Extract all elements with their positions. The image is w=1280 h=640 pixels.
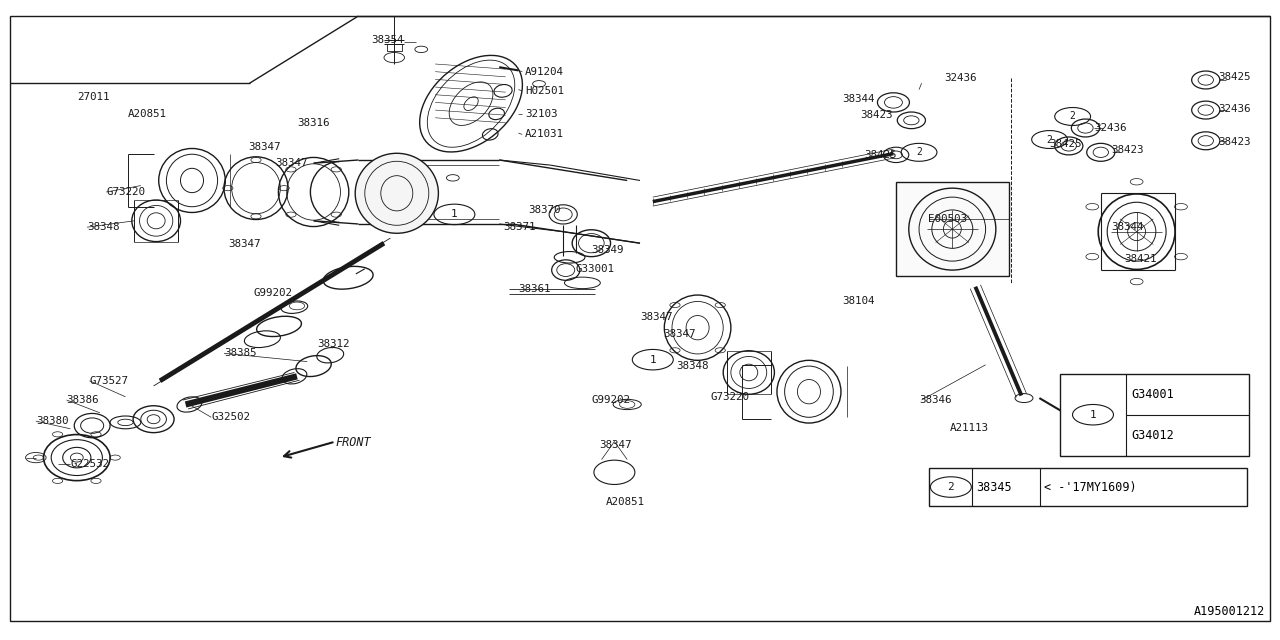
Text: 38346: 38346 <box>919 395 951 405</box>
Text: A195001212: A195001212 <box>1193 605 1265 618</box>
Text: 2: 2 <box>916 147 922 157</box>
Text: FRONT: FRONT <box>335 436 371 449</box>
Text: G73220: G73220 <box>106 187 145 197</box>
Text: G73220: G73220 <box>710 392 749 402</box>
Text: A21031: A21031 <box>525 129 563 140</box>
Text: 38312: 38312 <box>317 339 349 349</box>
Text: 38361: 38361 <box>518 284 550 294</box>
Text: G34012: G34012 <box>1132 429 1175 442</box>
Text: 38380: 38380 <box>36 416 68 426</box>
Text: 38347: 38347 <box>228 239 260 250</box>
Bar <box>929 468 1247 506</box>
Text: 1: 1 <box>1089 410 1097 420</box>
Text: 32436: 32436 <box>1094 123 1126 133</box>
Text: 38423: 38423 <box>1219 137 1251 147</box>
Text: 32103: 32103 <box>525 109 557 119</box>
Text: G99202: G99202 <box>591 395 630 405</box>
Text: 38347: 38347 <box>599 440 631 450</box>
Text: G99202: G99202 <box>253 288 292 298</box>
Text: 38425: 38425 <box>864 150 896 160</box>
Text: 38345: 38345 <box>977 481 1012 493</box>
Text: A20851: A20851 <box>128 109 166 119</box>
Ellipse shape <box>356 153 439 234</box>
Text: 38344: 38344 <box>842 94 874 104</box>
Text: G34001: G34001 <box>1132 388 1175 401</box>
Text: G33001: G33001 <box>576 264 614 274</box>
Text: 38370: 38370 <box>529 205 561 215</box>
Text: 38104: 38104 <box>842 296 874 306</box>
Text: 38425: 38425 <box>1050 139 1082 149</box>
Text: 38421: 38421 <box>1124 254 1156 264</box>
Text: 38344: 38344 <box>1111 222 1143 232</box>
Text: 38347: 38347 <box>275 158 307 168</box>
Text: 1: 1 <box>451 209 458 220</box>
Text: 38347: 38347 <box>640 312 672 322</box>
Text: 38385: 38385 <box>224 348 256 358</box>
Text: 27011: 27011 <box>77 92 109 102</box>
Text: 2: 2 <box>1070 111 1075 122</box>
Text: 38425: 38425 <box>1219 72 1251 82</box>
Text: 38316: 38316 <box>297 118 329 128</box>
Bar <box>896 182 1009 276</box>
Text: A21113: A21113 <box>950 422 988 433</box>
Text: 38347: 38347 <box>663 329 695 339</box>
Text: 38423: 38423 <box>860 110 892 120</box>
Text: 1: 1 <box>649 355 657 365</box>
Bar <box>1060 374 1249 456</box>
Text: 32436: 32436 <box>945 73 977 83</box>
Text: A20851: A20851 <box>605 497 644 508</box>
Text: E00503: E00503 <box>928 214 966 224</box>
Text: A91204: A91204 <box>525 67 563 77</box>
Text: 38348: 38348 <box>87 222 119 232</box>
Text: 38354: 38354 <box>371 35 403 45</box>
Text: 38347: 38347 <box>248 142 280 152</box>
Text: G32502: G32502 <box>211 412 250 422</box>
Text: 2: 2 <box>1047 134 1052 145</box>
Text: 38349: 38349 <box>591 244 623 255</box>
Text: 38386: 38386 <box>67 395 99 405</box>
Text: 38423: 38423 <box>1111 145 1143 156</box>
Text: 2: 2 <box>947 482 955 492</box>
Text: G73527: G73527 <box>90 376 128 386</box>
Text: 38371: 38371 <box>503 222 535 232</box>
Text: H02501: H02501 <box>525 86 563 96</box>
Text: < -'17MY1609): < -'17MY1609) <box>1043 481 1137 493</box>
Text: 32436: 32436 <box>1219 104 1251 114</box>
Bar <box>387 44 402 51</box>
Text: 38348: 38348 <box>676 361 708 371</box>
Text: G22532: G22532 <box>70 459 109 469</box>
